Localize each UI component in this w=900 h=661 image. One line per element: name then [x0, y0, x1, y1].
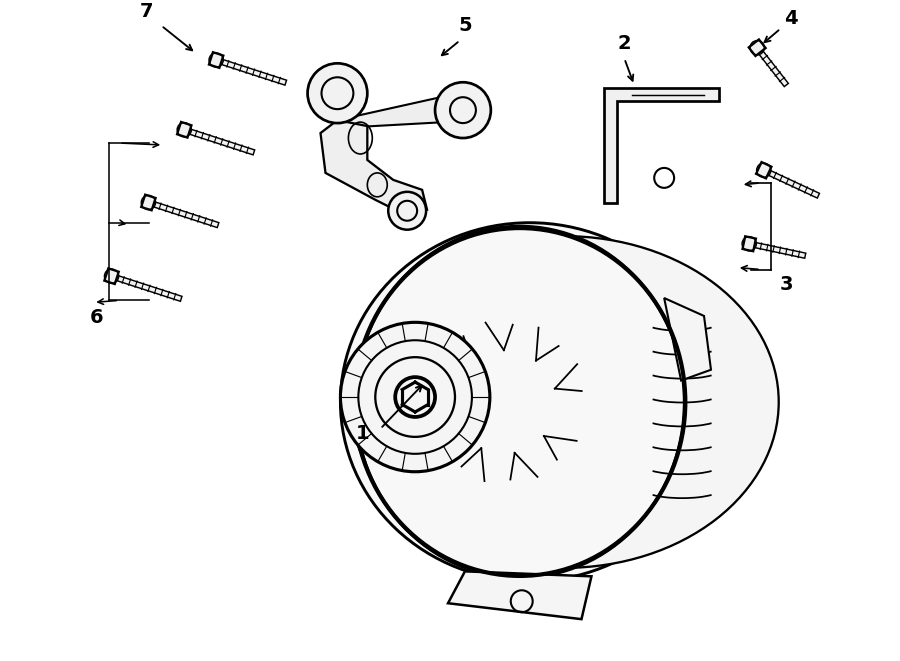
Polygon shape — [116, 276, 182, 301]
Text: 6: 6 — [90, 308, 104, 327]
Text: 5: 5 — [458, 16, 472, 35]
Circle shape — [388, 192, 426, 229]
Text: 7: 7 — [140, 2, 153, 21]
Polygon shape — [742, 236, 756, 251]
Text: 2: 2 — [617, 34, 631, 53]
Polygon shape — [768, 171, 820, 198]
Polygon shape — [756, 162, 771, 178]
Circle shape — [435, 82, 491, 138]
Circle shape — [308, 63, 367, 123]
Circle shape — [340, 323, 490, 472]
Polygon shape — [141, 194, 156, 210]
Polygon shape — [754, 243, 806, 258]
Text: 4: 4 — [784, 9, 797, 28]
Polygon shape — [605, 88, 719, 203]
Ellipse shape — [350, 236, 778, 568]
Polygon shape — [153, 202, 219, 227]
Polygon shape — [209, 52, 223, 68]
Polygon shape — [177, 122, 192, 137]
Polygon shape — [759, 50, 788, 87]
Polygon shape — [448, 571, 591, 619]
Polygon shape — [220, 59, 286, 85]
Polygon shape — [338, 97, 445, 128]
Text: 1: 1 — [356, 424, 369, 444]
Polygon shape — [104, 268, 119, 284]
Ellipse shape — [356, 226, 684, 578]
Text: 3: 3 — [780, 275, 794, 294]
Ellipse shape — [340, 223, 719, 581]
Polygon shape — [189, 129, 255, 155]
Polygon shape — [749, 40, 766, 56]
Polygon shape — [320, 120, 428, 215]
Polygon shape — [664, 298, 711, 381]
